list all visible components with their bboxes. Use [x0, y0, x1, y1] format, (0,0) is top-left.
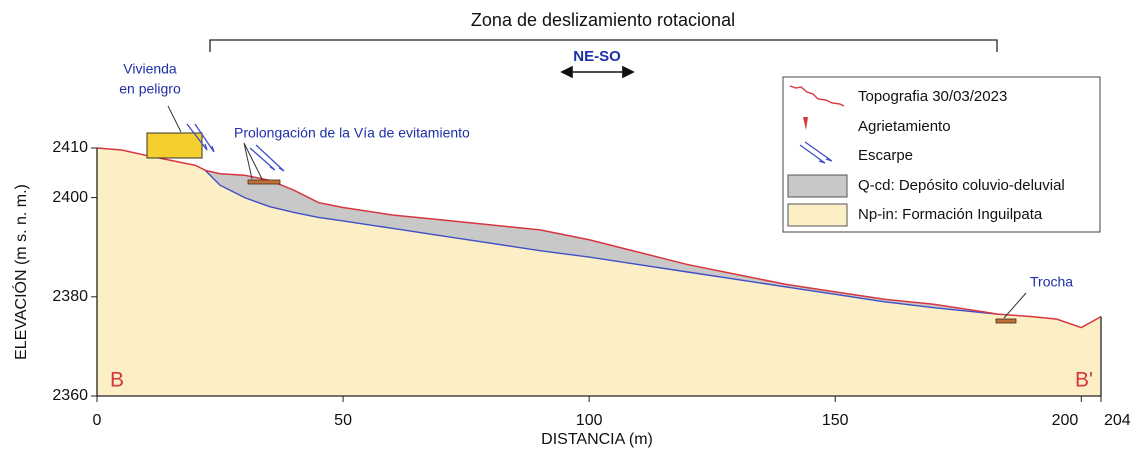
- x-tick-label: 200: [1052, 412, 1079, 429]
- legend-label: Topografia 30/03/2023: [858, 88, 1007, 105]
- legend-label: Np-in: Formación Inguilpata: [858, 206, 1043, 223]
- x-tick-label: 100: [576, 412, 603, 429]
- y-tick-label: 2380: [52, 288, 88, 305]
- zone-title: Zona de deslizamiento rotacional: [471, 10, 735, 30]
- x-axis-label: DISTANCIA (m): [541, 431, 653, 448]
- annotation: Prolongación de la Vía de evitamiento: [234, 125, 470, 141]
- y-tick-label: 2400: [52, 189, 88, 206]
- legend-label: Agrietamiento: [858, 118, 951, 135]
- leader-line: [1004, 293, 1026, 318]
- x-tick-label: 50: [334, 412, 352, 429]
- legend-swatch: [788, 204, 847, 226]
- direction-arrow: [562, 67, 633, 77]
- annotation: Vivienda: [123, 61, 177, 77]
- annotation: en peligro: [119, 81, 181, 97]
- section-label: B': [1075, 369, 1093, 392]
- road: [248, 180, 280, 184]
- legend-label: Escarpe: [858, 147, 913, 164]
- leader-line: [168, 106, 181, 132]
- y-tick-label: 2410: [52, 139, 88, 156]
- x-tick-label: 0: [93, 412, 102, 429]
- legend-label: Q-cd: Depósito coluvio-deluvial: [858, 177, 1065, 194]
- y-axis-label: ELEVACIÓN (m s. n. m.): [11, 184, 30, 360]
- legend-swatch: [788, 175, 847, 197]
- x-tick-label: 150: [822, 412, 849, 429]
- direction-label: NE-SO: [573, 48, 621, 65]
- y-tick-label: 2360: [52, 387, 88, 404]
- chart: Zona de deslizamiento rotacional NE-SO V…: [0, 0, 1137, 452]
- x-tick-label: 204: [1104, 412, 1131, 429]
- annotation: Trocha: [1030, 274, 1073, 290]
- road: [996, 319, 1016, 323]
- house: [147, 133, 202, 158]
- section-label: B: [110, 369, 124, 392]
